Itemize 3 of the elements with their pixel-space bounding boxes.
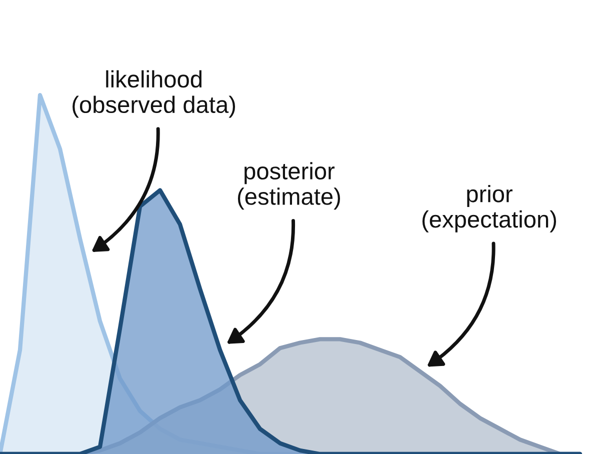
annotation: prior (expectation) — [422, 184, 556, 232]
annotation: posterior (estimate) — [238, 162, 340, 210]
annotation: likelihood (observed data) — [72, 70, 236, 118]
